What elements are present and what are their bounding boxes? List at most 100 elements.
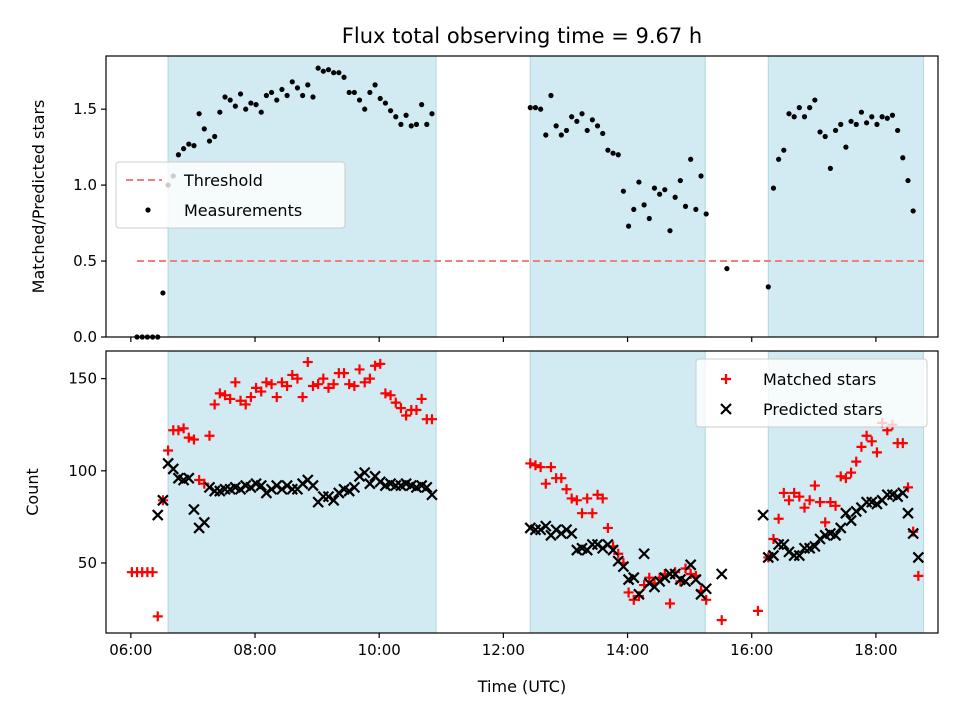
measurement-point bbox=[631, 206, 637, 213]
predicted-star-point bbox=[902, 507, 914, 519]
observing-window-shade bbox=[529, 55, 706, 338]
predicted-star-point bbox=[198, 516, 211, 529]
matched-star-point bbox=[582, 493, 593, 504]
matched-star-point bbox=[328, 379, 339, 390]
measurement-point bbox=[672, 194, 678, 200]
predicted-star-point bbox=[715, 568, 728, 580]
measurement-point bbox=[579, 111, 585, 117]
predicted-star-point bbox=[912, 551, 925, 564]
matched-star-point bbox=[789, 487, 800, 498]
matched-star-point bbox=[644, 572, 655, 583]
predicted-star-point bbox=[348, 481, 361, 494]
measurement-point bbox=[817, 129, 823, 135]
matched-star-point bbox=[395, 403, 406, 414]
measurement-point bbox=[258, 109, 264, 115]
matched-star-point bbox=[235, 395, 246, 406]
measurement-point bbox=[284, 92, 290, 99]
observing-window-shade bbox=[767, 55, 925, 338]
legend-predicted-label: Predicted stars bbox=[763, 400, 883, 419]
measurement-point bbox=[569, 114, 575, 120]
measurement-point bbox=[895, 127, 901, 134]
measurement-point bbox=[858, 109, 865, 115]
predicted-star-point bbox=[700, 582, 712, 595]
legend-matched-swatch bbox=[721, 374, 731, 384]
x-tick-label: 06:00 bbox=[109, 641, 152, 659]
measurement-point bbox=[796, 105, 802, 111]
matched-star-point bbox=[245, 392, 256, 403]
matched-star-point bbox=[840, 473, 851, 484]
matched-star-point bbox=[897, 438, 908, 449]
legend-threshold-label: Threshold bbox=[183, 171, 263, 190]
matched-star-point bbox=[359, 377, 370, 388]
measurement-point bbox=[532, 105, 539, 111]
measurement-point bbox=[776, 156, 782, 162]
measurement-point bbox=[253, 102, 259, 108]
legend-measurement-label: Measurements bbox=[184, 201, 302, 220]
matched-star-point bbox=[220, 390, 231, 401]
measurement-point bbox=[838, 121, 844, 127]
matched-star-point bbox=[287, 369, 298, 380]
x-axis-label: Time (UTC) bbox=[477, 677, 566, 696]
predicted-star-point bbox=[845, 514, 857, 527]
predicted-star-point bbox=[690, 573, 702, 586]
measurement-point bbox=[543, 132, 549, 138]
predicted-star-point bbox=[638, 547, 650, 560]
matched-star-point bbox=[577, 508, 588, 519]
measurement-point bbox=[367, 89, 373, 96]
matched-star-point bbox=[815, 497, 826, 508]
measurement-point bbox=[905, 177, 911, 184]
predicted-star-point bbox=[607, 544, 619, 556]
predicted-star-point bbox=[834, 522, 847, 534]
matched-star-point bbox=[851, 456, 862, 467]
measurement-point bbox=[910, 208, 916, 214]
matched-star-point bbox=[540, 478, 551, 489]
measurement-point bbox=[186, 141, 192, 147]
predicted-star-point bbox=[540, 520, 552, 532]
measurement-point bbox=[853, 121, 859, 127]
matched-star-point bbox=[349, 381, 360, 392]
predicted-star-point bbox=[188, 503, 200, 516]
matched-star-point bbox=[302, 357, 313, 368]
measurement-point bbox=[393, 114, 399, 120]
matched-star-point bbox=[163, 445, 174, 456]
measurement-point bbox=[807, 105, 813, 111]
legend-predicted-swatch bbox=[720, 403, 732, 415]
observing-window-shade bbox=[529, 350, 706, 634]
matched-star-point bbox=[846, 467, 857, 478]
axes-frame bbox=[105, 350, 939, 634]
measurement-point bbox=[191, 143, 197, 149]
predicted-star-point bbox=[809, 540, 821, 553]
measurement-point bbox=[889, 112, 896, 118]
measurement-point bbox=[791, 114, 797, 120]
matched-star-point bbox=[282, 381, 293, 392]
matched-star-point bbox=[566, 493, 577, 504]
predicted-star-point bbox=[897, 487, 909, 499]
measurement-point bbox=[843, 144, 849, 150]
measurement-point bbox=[305, 82, 311, 88]
matched-star-point bbox=[261, 377, 272, 388]
matched-star-point bbox=[354, 364, 365, 375]
matched-star-point bbox=[147, 567, 158, 578]
matched-star-point bbox=[292, 373, 303, 384]
matched-star-point bbox=[152, 611, 163, 622]
matched-star-point bbox=[825, 497, 836, 508]
matched-star-point bbox=[804, 495, 815, 506]
matched-star-point bbox=[856, 441, 867, 452]
measurement-point bbox=[351, 89, 357, 96]
y-axis-label: Matched/Predicted stars bbox=[29, 100, 48, 294]
count-panel: 06:00 08:00 10:00 12:00 14:00 16:00 18:00 50 100… bbox=[23, 350, 939, 659]
matched-star-point bbox=[271, 392, 282, 403]
matched-star-point bbox=[214, 388, 225, 399]
matched-star-point bbox=[820, 517, 831, 528]
measurement-point bbox=[822, 133, 828, 140]
measurement-point bbox=[538, 106, 544, 112]
x-tick-label: 08:00 bbox=[233, 641, 276, 659]
figure-title: Flux total observing time = 9.67 h bbox=[342, 24, 702, 48]
matched-star-point bbox=[602, 522, 613, 533]
measurement-point bbox=[196, 111, 202, 117]
measurement-point bbox=[605, 147, 611, 153]
ratio-legend: Threshold Measurements bbox=[115, 161, 346, 229]
predicted-star-point bbox=[793, 549, 806, 562]
x-tick-label: 12:00 bbox=[482, 641, 525, 659]
matched-star-point bbox=[556, 473, 567, 484]
